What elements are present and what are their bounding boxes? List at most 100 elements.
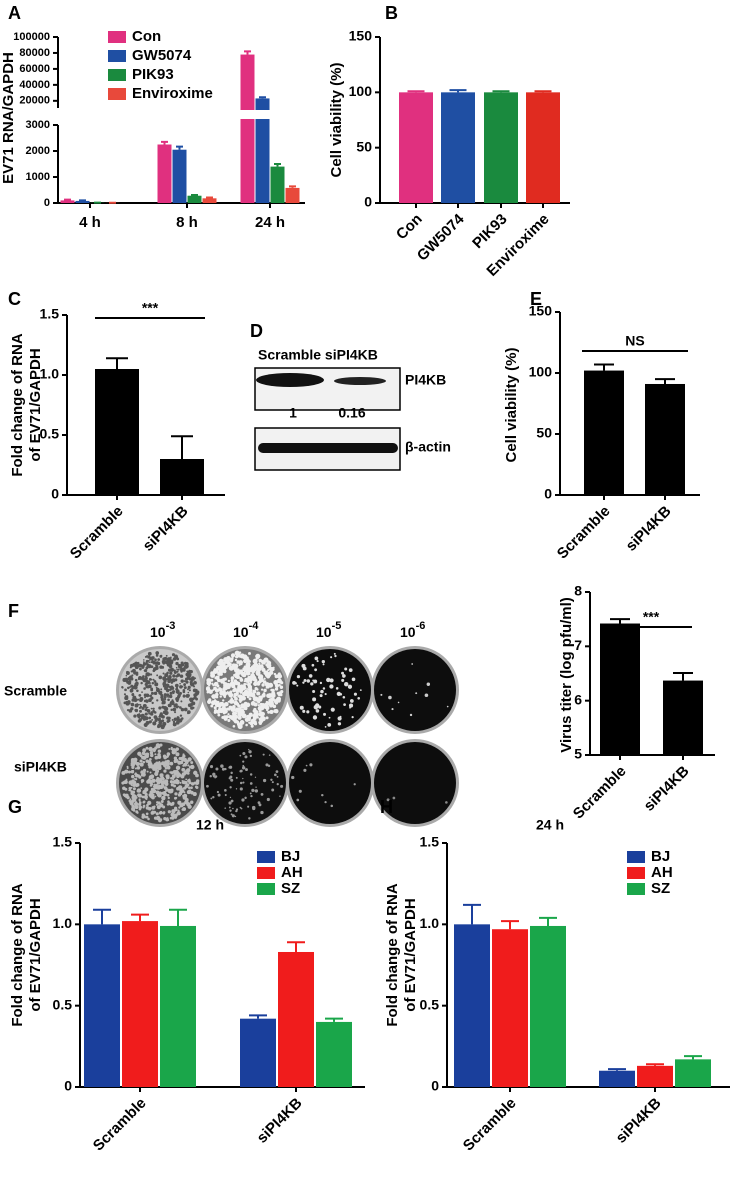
plaque-dot: [245, 723, 248, 727]
plaque-dot: [316, 660, 319, 663]
plaque-dot: [139, 762, 144, 767]
plaque-dot: [246, 695, 250, 699]
y-axis-label: Virus titer (log pfu/ml): [558, 597, 575, 753]
plaque-dot: [234, 658, 238, 662]
plaque-dot: [164, 706, 169, 711]
plaque-dot: [257, 716, 259, 719]
plaque-dot: [143, 814, 146, 817]
plaque-dot: [145, 672, 151, 677]
plaque-dot: [158, 760, 161, 764]
plaque-dot: [171, 718, 174, 721]
plaque-dot: [181, 767, 186, 772]
plaque-dot: [192, 688, 197, 693]
plaque-dot: [269, 703, 274, 708]
plaque-dot: [159, 785, 164, 790]
plaque-dot: [242, 760, 245, 763]
plaque-dot: [344, 667, 348, 671]
error-bar: [501, 920, 519, 930]
dilution-base: 10: [150, 624, 166, 640]
plaque-dot: [333, 652, 336, 655]
plaque-dot: [175, 720, 180, 725]
legend-swatch: [627, 883, 645, 895]
plaque-dot: [255, 670, 261, 676]
plaque-dot: [136, 766, 141, 770]
plaque-dot: [244, 755, 248, 759]
plaque-dot: [224, 794, 227, 797]
plaque-dot: [156, 687, 160, 691]
plaque-dot: [229, 775, 233, 779]
plaque-dot: [130, 687, 134, 691]
plaque-dot: [163, 695, 167, 699]
plaque-dot: [223, 657, 229, 663]
plaque-dot: [163, 677, 167, 682]
plaque-dot: [175, 747, 180, 751]
plaque-dot: [171, 809, 176, 814]
plaque-dot: [147, 800, 152, 805]
dilution-base: 10: [400, 624, 416, 640]
plaque-dot: [308, 674, 313, 678]
plaque-dot: [229, 698, 235, 704]
plaque-dot: [121, 781, 125, 785]
plaque-dot: [126, 708, 130, 712]
plaque-dot: [157, 749, 162, 753]
plaque-dot: [151, 719, 154, 721]
plaque-dot: [190, 702, 194, 707]
plaque-dot: [167, 685, 170, 688]
plaque-dot: [163, 769, 167, 773]
dilution-label: 10-3: [150, 620, 175, 640]
plaque-dot: [163, 816, 167, 821]
plaque-dot: [179, 781, 182, 784]
plaque-dot: [296, 675, 301, 679]
plaque-dot: [341, 678, 345, 682]
plaque-dot: [269, 684, 272, 688]
plaque-dot: [232, 688, 236, 693]
plaque-dot: [139, 759, 143, 763]
plaque-dot: [187, 694, 190, 697]
legend-label: BJ: [651, 848, 670, 865]
error-bar: [169, 908, 187, 926]
dilution-label: 10-5: [316, 620, 341, 640]
plaque-dot: [275, 770, 279, 774]
plaque-dot: [184, 668, 186, 671]
plaque-dot: [329, 684, 334, 689]
plaque-dot: [152, 669, 156, 673]
plaque-dot: [182, 694, 186, 698]
y-axis-label: of EV71/GAPDH: [27, 348, 44, 461]
plaque-dot: [175, 661, 179, 666]
y-tick-label: 2000: [26, 145, 50, 157]
plaque-dot: [149, 658, 151, 661]
quantification: 0.16: [338, 405, 365, 421]
plaque-dot: [250, 701, 256, 706]
plate-well: [204, 742, 286, 824]
legend-swatch: [257, 851, 275, 863]
plaque-dot: [211, 694, 217, 699]
plaque-dot: [353, 692, 357, 696]
plaque-dot: [271, 667, 275, 671]
plaque-dot: [129, 686, 131, 688]
dilution-exponent: -4: [249, 620, 260, 632]
plaque-dot: [147, 655, 151, 659]
plaque-dot: [176, 774, 180, 779]
plaque-dot: [216, 790, 220, 794]
bar: [645, 383, 685, 495]
plaque-dot: [127, 770, 131, 774]
plaque-dot: [180, 661, 184, 665]
plaque-dot: [144, 662, 148, 665]
plaque-dot: [221, 767, 225, 771]
plaque-dot: [223, 703, 227, 707]
plaque-dot: [170, 708, 173, 712]
plaque-dot: [174, 683, 179, 688]
plaque-dot: [239, 754, 242, 757]
plaque-dot: [234, 668, 239, 673]
plaque-dot: [126, 686, 130, 690]
error-bar: [449, 89, 467, 93]
plaque-dot: [146, 664, 150, 667]
plaque-dot: [258, 674, 264, 680]
plaque-dot: [144, 716, 149, 721]
plaque-dot: [175, 666, 178, 669]
x-tick-label: Scramble: [554, 503, 614, 563]
plaque-dot: [143, 687, 146, 690]
plaque-dot: [128, 780, 133, 785]
plaque-dot: [242, 781, 245, 784]
plaque-dot: [182, 789, 185, 793]
